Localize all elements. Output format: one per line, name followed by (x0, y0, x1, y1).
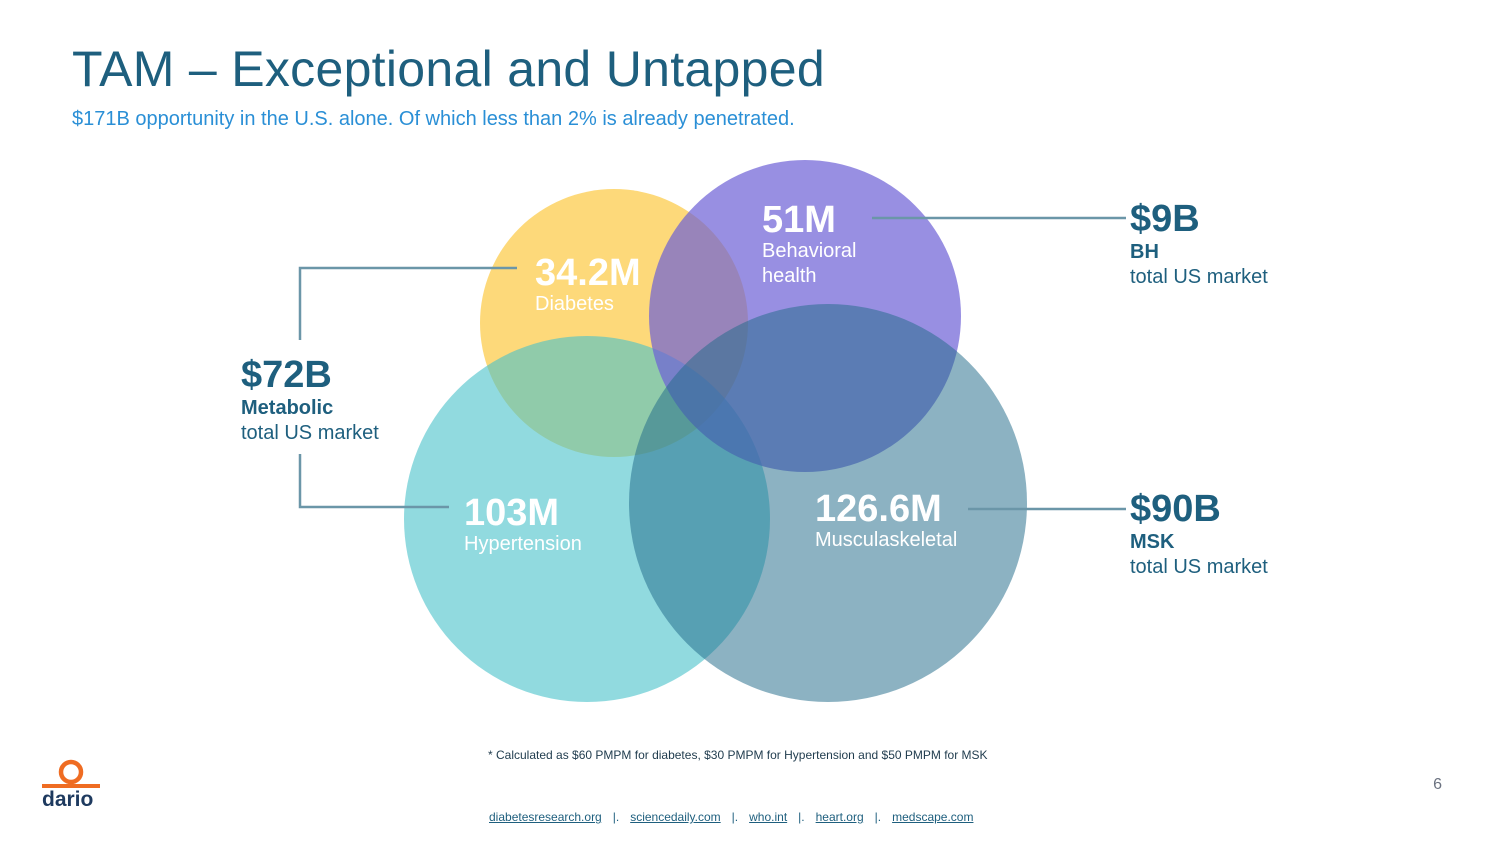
diabetes-name: Diabetes (535, 293, 614, 315)
sources-footer: diabetesresearch.org |. sciencedaily.com |.… (489, 810, 973, 824)
market-metabolic-value: $72B (241, 354, 332, 396)
hypertension-label: 103M Hypertension (464, 494, 582, 557)
source-separator: |. (731, 810, 739, 824)
market-metabolic: $72B Metabolic total US market (241, 356, 379, 446)
metabolic-connector-bottom (298, 454, 449, 509)
source-link-who[interactable]: who.int (749, 810, 788, 824)
source-link-medscape[interactable]: medscape.com (892, 810, 974, 824)
source-separator: |. (874, 810, 882, 824)
diabetes-label: 34.2M Diabetes (535, 254, 641, 317)
footnote: * Calculated as $60 PMPM for diabetes, $… (488, 748, 988, 762)
market-bh-sub: total US market (1130, 266, 1268, 288)
market-bh: $9B BH total US market (1130, 200, 1268, 290)
market-msk-value: $90B (1130, 488, 1221, 530)
circle-msk (629, 304, 1027, 702)
market-msk-segment: MSK (1130, 531, 1175, 553)
page-number: 6 (1433, 776, 1442, 793)
dario-logo-icon (42, 759, 100, 788)
market-metabolic-segment: Metabolic (241, 397, 334, 419)
page-title: TAM – Exceptional and Untapped (72, 41, 825, 97)
hypertension-count: 103M (464, 492, 560, 534)
market-bh-value: $9B (1130, 198, 1200, 240)
source-link-sciencedaily[interactable]: sciencedaily.com (630, 810, 721, 824)
behavioral-name-line2: health (762, 265, 817, 287)
market-msk: $90B MSK total US market (1130, 490, 1268, 580)
market-metabolic-sub: total US market (241, 422, 379, 444)
msk-label: 126.6M Musculaskeletal (815, 490, 957, 553)
behavioral-count: 51M (762, 199, 836, 241)
behavioral-name-line1: Behavioral (762, 240, 857, 262)
msk-count: 126.6M (815, 488, 942, 530)
msk-name: Musculaskeletal (815, 529, 958, 551)
source-link-heart[interactable]: heart.org (815, 810, 864, 824)
page-subtitle: $171B opportunity in the U.S. alone. Of … (72, 108, 795, 130)
dario-logo-text: dario (42, 788, 94, 811)
diabetes-count: 34.2M (535, 252, 641, 294)
behavioral-label: 51M Behavioral health (762, 201, 857, 289)
source-separator: |. (612, 810, 620, 824)
market-msk-sub: total US market (1130, 556, 1268, 578)
market-bh-segment: BH (1130, 241, 1159, 263)
source-separator: |. (798, 810, 805, 824)
hypertension-name: Hypertension (464, 533, 582, 555)
metabolic-connector-top (298, 266, 517, 340)
source-link-diabetesresearch[interactable]: diabetesresearch.org (489, 810, 602, 824)
